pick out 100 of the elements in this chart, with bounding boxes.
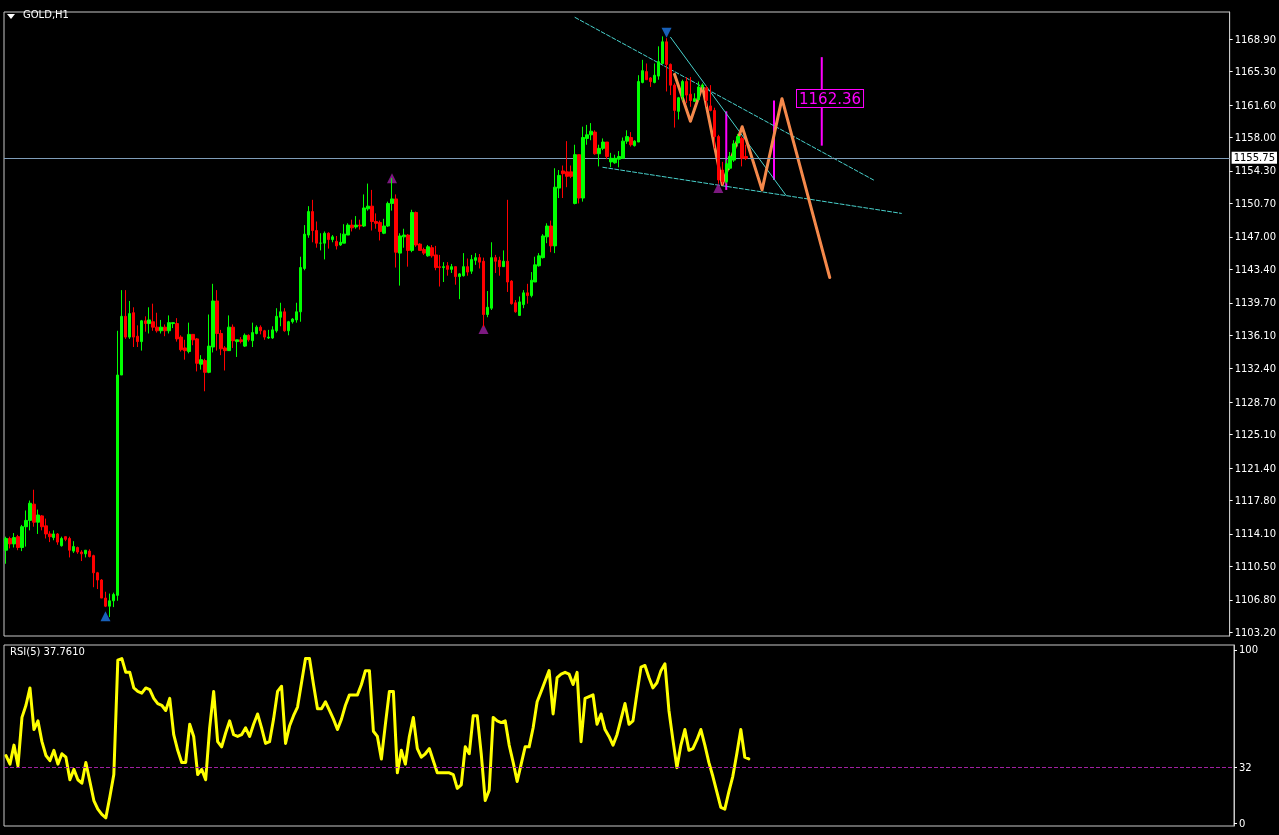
y-tick-label: 1154.30	[1234, 165, 1277, 177]
candlestick	[16, 534, 20, 551]
candlestick	[502, 249, 505, 268]
candlestick	[398, 232, 402, 287]
candlestick	[247, 333, 250, 343]
candlestick	[44, 518, 48, 539]
y-tick-label: 1114.10	[1234, 528, 1277, 540]
candlestick	[414, 211, 418, 248]
candlestick	[573, 144, 577, 205]
candlestick	[450, 263, 453, 274]
chart-title: GOLD,H1	[23, 8, 69, 20]
candlestick	[354, 215, 358, 230]
candlestick	[8, 536, 12, 549]
point	[661, 27, 672, 38]
candlestick	[577, 154, 581, 204]
candlestick	[466, 258, 469, 277]
candlestick	[470, 254, 473, 275]
y-tick-label: 1110.50	[1234, 560, 1277, 572]
y-tick-label: 1125.10	[1234, 429, 1277, 441]
candlestick	[32, 489, 36, 528]
candlestick	[199, 354, 203, 371]
candlestick	[426, 244, 430, 258]
candlestick	[84, 549, 87, 558]
candlestick	[442, 261, 445, 283]
candlestick	[605, 141, 609, 160]
candlestick	[482, 257, 485, 328]
candlestick	[422, 247, 426, 256]
candlestick	[163, 323, 167, 337]
candlestick	[147, 306, 151, 334]
candlestick	[358, 219, 362, 231]
chart-title: RSI(5) 37.7610	[10, 645, 85, 657]
y-tick-label: 1161.60	[1234, 99, 1277, 111]
candlestick	[685, 76, 688, 104]
candlestick	[4, 536, 8, 565]
candlestick	[406, 233, 410, 268]
y-tick-label: 1143.40	[1234, 263, 1277, 275]
candlestick	[108, 593, 111, 618]
candlestick	[609, 152, 613, 168]
y-tick-label: 1139.70	[1234, 297, 1277, 309]
y-tick-label: 1158.00	[1234, 132, 1277, 144]
candlestick	[187, 322, 191, 354]
candlestick	[203, 358, 207, 392]
y-tick-label: 1168.90	[1234, 33, 1277, 45]
candlestick	[494, 254, 497, 274]
point	[713, 183, 724, 194]
candlestick	[327, 231, 330, 250]
line-series	[4, 657, 751, 820]
candlestick	[68, 536, 71, 558]
candlestick	[263, 329, 266, 341]
candlestick	[581, 126, 585, 203]
y-tick-label: 1147.00	[1234, 231, 1277, 243]
candlestick	[128, 300, 131, 340]
candlestick	[589, 122, 593, 141]
candlestick	[195, 337, 199, 372]
candlestick	[124, 289, 127, 340]
y-tick-label: 1128.70	[1234, 396, 1277, 408]
candlestick	[613, 154, 617, 165]
y-tick-label: 1103.20	[1234, 626, 1277, 638]
point	[386, 173, 397, 184]
y-tick-label: 1106.80	[1234, 594, 1277, 606]
candlestick	[183, 339, 187, 361]
candlestick	[72, 540, 75, 554]
candlestick	[323, 230, 326, 260]
candlestick	[235, 339, 239, 358]
candlestick	[243, 332, 247, 348]
y-tick-label: 1132.40	[1234, 363, 1277, 375]
candlestick	[454, 266, 457, 286]
candlestick	[12, 532, 16, 548]
candlestick	[287, 320, 290, 336]
candlestick	[267, 329, 270, 340]
candlestick	[689, 76, 692, 108]
y-tick-label: 1121.40	[1234, 462, 1277, 474]
y-tick-label: 100	[1239, 644, 1259, 656]
y-tick-label: 0	[1239, 817, 1246, 829]
candlestick	[215, 289, 219, 352]
candlestick	[342, 223, 346, 244]
candlestick	[665, 37, 668, 92]
candlestick	[740, 136, 744, 167]
candlestick	[251, 322, 254, 348]
candlestick	[335, 235, 338, 250]
candlestick	[132, 306, 135, 348]
candlestick	[446, 261, 449, 277]
candlestick	[227, 314, 231, 352]
candlestick	[410, 209, 414, 253]
point	[100, 611, 111, 622]
candlestick	[52, 529, 55, 541]
candlestick	[159, 319, 163, 334]
y-tick-label: 1150.70	[1234, 197, 1277, 209]
candlestick	[144, 315, 147, 333]
candlestick	[553, 167, 557, 254]
candlestick	[151, 303, 155, 332]
candlestick	[593, 129, 597, 156]
candlestick	[549, 220, 553, 253]
candlestick	[140, 319, 143, 352]
y-tick-label: 1165.30	[1234, 66, 1277, 78]
candlestick	[56, 532, 59, 546]
candlestick	[231, 323, 235, 349]
ref-line-label: 1155.75	[1233, 152, 1276, 164]
candlestick	[370, 189, 374, 232]
y-tick-label: 32	[1239, 762, 1252, 774]
